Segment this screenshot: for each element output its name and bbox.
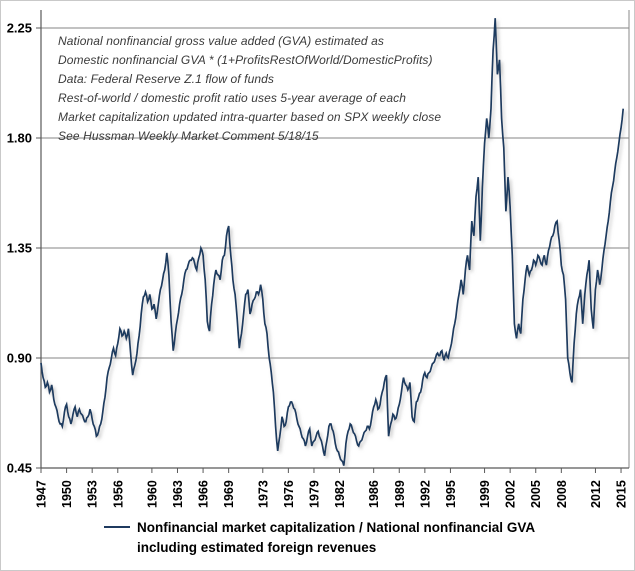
x-axis-label: 1956 bbox=[111, 480, 125, 508]
x-axis-label: 1947 bbox=[35, 480, 49, 508]
annotation-line: Domestic nonfinancial GVA * (1+ProfitsRe… bbox=[58, 52, 433, 67]
annotation-line: Data: Federal Reserve Z.1 flow of funds bbox=[58, 71, 274, 86]
x-axis-label: 1963 bbox=[171, 480, 185, 508]
x-axis-label: 1950 bbox=[60, 480, 74, 508]
x-axis-label: 1995 bbox=[444, 480, 458, 508]
x-axis-label: 1966 bbox=[197, 480, 211, 508]
x-axis-label: 1979 bbox=[307, 480, 321, 508]
annotation-line: Market capitalization updated intra-quar… bbox=[58, 109, 442, 124]
annotation-line: See Hussman Weekly Market Comment 5/18/1… bbox=[58, 128, 319, 143]
y-axis-label: 0.90 bbox=[7, 351, 32, 366]
x-axis-label: 1976 bbox=[282, 480, 296, 508]
x-axis-label: 1992 bbox=[418, 480, 432, 508]
x-axis-label: 1986 bbox=[367, 480, 381, 508]
x-axis-label: 2012 bbox=[589, 480, 603, 508]
x-axis-label: 1989 bbox=[393, 480, 407, 508]
legend-label: Nonfinancial market capitalization / Nat… bbox=[137, 518, 535, 557]
annotation-line: National nonfinancial gross value added … bbox=[58, 34, 384, 48]
chart-annotation: National nonfinancial gross value added … bbox=[58, 32, 478, 145]
data-series-line bbox=[40, 18, 625, 466]
x-axis-label: 1982 bbox=[333, 480, 347, 508]
x-axis-label: 1960 bbox=[145, 480, 159, 508]
x-axis-label: 2008 bbox=[555, 480, 569, 508]
y-axis-label: 1.80 bbox=[7, 131, 32, 146]
x-axis-label: 1969 bbox=[222, 480, 236, 508]
legend-label-line2: including estimated foreign revenues bbox=[137, 539, 377, 555]
x-axis-label: 1953 bbox=[86, 480, 100, 508]
annotation-line: Rest-of-world / domestic profit ratio us… bbox=[58, 90, 406, 105]
chart-legend: Nonfinancial market capitalization / Nat… bbox=[104, 518, 535, 557]
x-axis-label: 2002 bbox=[504, 480, 518, 508]
x-axis-label: 1999 bbox=[478, 480, 492, 508]
legend-line-swatch bbox=[104, 526, 130, 528]
x-axis-label: 2015 bbox=[615, 480, 629, 508]
x-axis-label: 2005 bbox=[529, 480, 543, 508]
y-axis-label: 0.45 bbox=[7, 461, 32, 476]
legend-label-line1: Nonfinancial market capitalization / Nat… bbox=[137, 520, 536, 535]
y-axis-label: 1.35 bbox=[7, 241, 32, 256]
y-axis-label: 2.25 bbox=[7, 21, 32, 36]
x-axis-label: 1973 bbox=[256, 480, 270, 508]
